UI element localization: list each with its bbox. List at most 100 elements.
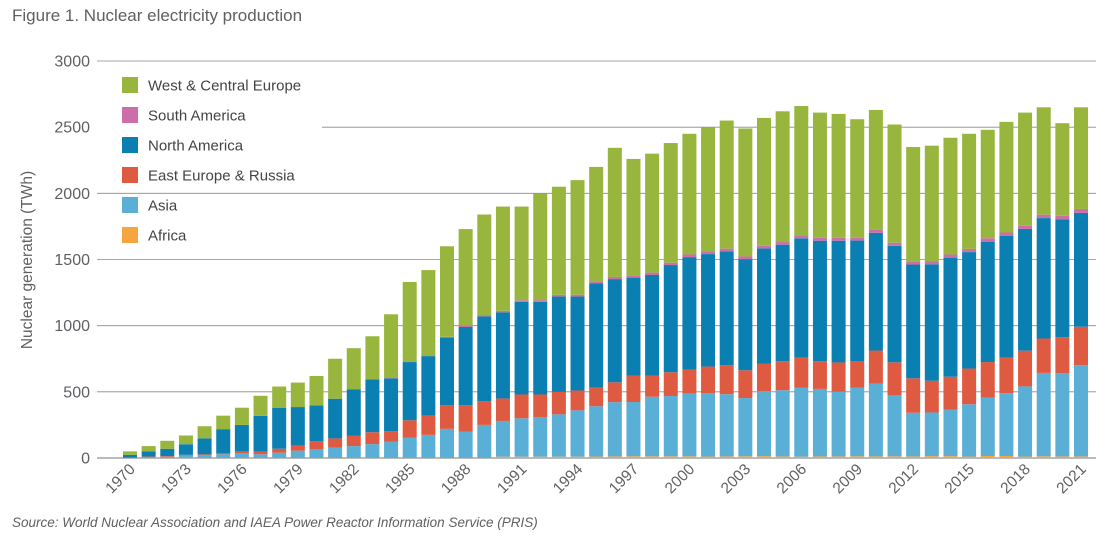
bar-1989-asia (477, 424, 492, 458)
bar-1997-asia (626, 402, 641, 457)
x-tick-label: 1979 (270, 461, 306, 497)
bar-2013-east-europe-russia (924, 380, 939, 413)
bar-1996-south-america (607, 276, 622, 280)
bar-2008-north-america (831, 240, 846, 363)
bar-2004-east-europe-russia (757, 363, 771, 392)
x-tick-label: 1976 (214, 461, 250, 497)
bar-2019-africa (1036, 456, 1051, 458)
bar-2001-south-america (701, 251, 716, 255)
bar-2006-west-central-europe (794, 105, 809, 236)
bar-2017-south-america (999, 232, 1014, 236)
bar-2002-south-america (719, 248, 734, 252)
bar-1973-east-europe-russia (178, 454, 193, 456)
bar-2014-west-central-europe (943, 137, 958, 255)
x-tick-label: 2018 (997, 461, 1033, 497)
bar-2000-south-america (682, 254, 697, 258)
bar-1979-west-central-europe (290, 382, 305, 408)
bar-2020-africa (1055, 456, 1070, 458)
bar-1992-south-america (533, 300, 548, 302)
bar-1977-asia (253, 454, 268, 458)
bar-1985-north-america (402, 362, 417, 421)
bar-1972-north-america (160, 448, 175, 457)
bar-1989-west-central-europe (477, 214, 492, 316)
bar-1993-west-central-europe (551, 186, 566, 295)
bar-2012-south-america (906, 261, 921, 265)
bar-1994-asia (570, 410, 585, 457)
bar-1976-east-europe-russia (234, 451, 249, 454)
x-tick-label: 1973 (158, 461, 194, 497)
bar-1985-south-america (402, 361, 417, 363)
bar-2007-west-central-europe (812, 112, 827, 238)
bar-1997-east-europe-russia (626, 375, 641, 403)
bar-1986-south-america (421, 355, 436, 357)
bar-2001-west-central-europe (701, 127, 716, 252)
bar-2016-asia (980, 397, 995, 457)
bar-2018-west-central-europe (1018, 112, 1033, 226)
x-tick-label: 2012 (886, 461, 922, 497)
bar-2000-asia (682, 393, 697, 457)
bar-2014-north-america (943, 257, 958, 377)
bar-2010-north-america (868, 232, 883, 351)
bar-1978-west-central-europe (272, 386, 287, 408)
bar-2018-north-america (1018, 228, 1033, 351)
y-tick-label: 3000 (54, 54, 90, 71)
bar-2013-africa (924, 456, 939, 458)
bar-1974-north-america (197, 438, 212, 455)
bar-1977-west-central-europe (253, 395, 268, 416)
bar-1981-asia (328, 447, 343, 458)
bar-1988-north-america (458, 326, 473, 406)
bar-1981-east-europe-russia (328, 438, 343, 448)
bar-2017-north-america (999, 235, 1014, 358)
y-tick-label: 0 (81, 451, 90, 468)
bar-1992-east-europe-russia (533, 394, 548, 417)
bar-2016-east-europe-russia (980, 362, 995, 398)
bar-2007-east-europe-russia (812, 361, 827, 389)
bar-2021-asia (1074, 365, 1088, 457)
bar-2020-south-america (1055, 215, 1070, 220)
bar-1988-west-central-europe (458, 229, 473, 326)
bar-2003-north-america (738, 259, 753, 371)
bar-2002-north-america (719, 251, 734, 366)
bar-2021-west-central-europe (1074, 107, 1088, 209)
bar-2008-west-central-europe (831, 113, 846, 238)
bar-2014-africa (943, 456, 958, 458)
bar-1995-asia (589, 406, 604, 457)
bar-2017-east-europe-russia (999, 357, 1014, 394)
x-tick-label: 2009 (830, 461, 866, 497)
bar-2020-east-europe-russia (1055, 337, 1070, 374)
bar-1984-asia (384, 441, 399, 458)
bar-1987-south-america (440, 336, 454, 338)
legend-swatch (122, 137, 138, 153)
bar-2015-asia (962, 404, 977, 457)
bar-1974-east-europe-russia (197, 454, 212, 456)
bar-1995-africa (589, 456, 604, 458)
bar-2015-east-europe-russia (962, 368, 977, 405)
y-tick-label: 2500 (54, 120, 90, 137)
bar-1977-north-america (253, 415, 268, 452)
bar-2001-east-europe-russia (701, 366, 716, 394)
bar-1987-asia (440, 428, 454, 458)
bar-1980-north-america (309, 405, 324, 442)
bar-1997-north-america (626, 277, 641, 376)
x-tick-label: 2003 (718, 461, 754, 497)
bar-2016-south-america (980, 238, 995, 242)
bar-1998-asia (645, 396, 660, 457)
bar-1983-west-central-europe (365, 336, 380, 380)
bar-1997-south-america (626, 275, 641, 278)
bar-1986-asia (421, 434, 436, 458)
bar-1996-east-europe-russia (607, 382, 622, 403)
bar-2004-west-central-europe (757, 117, 771, 246)
bar-1992-asia (533, 416, 548, 457)
bar-2004-africa (757, 456, 771, 458)
bar-2008-south-america (831, 237, 846, 241)
legend-swatch (122, 197, 138, 213)
bar-2015-west-central-europe (962, 133, 977, 249)
bar-1984-west-central-europe (384, 314, 399, 379)
bar-1983-east-europe-russia (365, 432, 380, 445)
bar-2004-asia (757, 391, 771, 457)
bar-1990-asia (495, 420, 510, 457)
bar-1980-asia (309, 449, 324, 458)
bar-2001-africa (701, 456, 716, 458)
bar-2019-asia (1036, 372, 1051, 457)
bar-2005-south-america (775, 242, 790, 245)
